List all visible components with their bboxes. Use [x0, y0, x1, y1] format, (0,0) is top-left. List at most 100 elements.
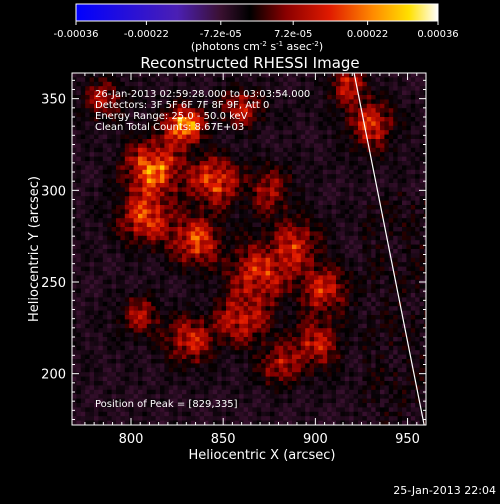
heatmap-pixel — [310, 315, 315, 320]
heatmap-pixel — [257, 253, 262, 258]
heatmap-pixel — [406, 161, 411, 166]
heatmap-pixel — [151, 170, 156, 175]
heatmap-pixel — [90, 236, 95, 241]
heatmap-pixel — [90, 289, 95, 294]
heatmap-pixel — [230, 284, 235, 289]
heatmap-pixel — [354, 333, 359, 338]
heatmap-pixel — [164, 187, 169, 192]
heatmap-pixel — [248, 306, 253, 311]
heatmap-pixel — [129, 218, 134, 223]
heatmap-pixel — [266, 205, 271, 210]
heatmap-pixel — [239, 143, 244, 148]
heatmap-pixel — [380, 192, 385, 197]
heatmap-pixel — [411, 275, 416, 280]
heatmap-pixel — [182, 165, 187, 170]
heatmap-pixel — [274, 258, 279, 263]
heatmap-pixel — [318, 289, 323, 294]
heatmap-pixel — [204, 333, 209, 338]
heatmap-pixel — [257, 179, 262, 184]
heatmap-pixel — [138, 249, 143, 254]
heatmap-pixel — [208, 227, 213, 232]
heatmap-pixel — [266, 297, 271, 302]
heatmap-pixel — [178, 333, 183, 338]
heatmap-pixel — [182, 249, 187, 254]
heatmap-pixel — [164, 245, 169, 250]
heatmap-pixel — [169, 152, 174, 157]
heatmap-pixel — [292, 77, 297, 82]
heatmap-pixel — [301, 253, 306, 258]
heatmap-pixel — [85, 214, 90, 219]
heatmap-pixel — [195, 297, 200, 302]
heatmap-pixel — [283, 240, 288, 245]
heatmap-pixel — [261, 275, 266, 280]
heatmap-pixel — [323, 284, 328, 289]
heatmap-pixel — [288, 104, 293, 109]
heatmap-pixel — [200, 319, 205, 324]
heatmap-pixel — [222, 77, 227, 82]
heatmap-pixel — [103, 161, 108, 166]
heatmap-pixel — [257, 249, 262, 254]
heatmap-pixel — [226, 201, 231, 206]
heatmap-pixel — [164, 205, 169, 210]
heatmap-pixel — [332, 249, 337, 254]
heatmap-pixel — [389, 271, 394, 276]
heatmap-pixel — [411, 104, 416, 109]
heatmap-pixel — [327, 170, 332, 175]
heatmap-pixel — [191, 174, 196, 179]
heatmap-pixel — [129, 267, 134, 272]
heatmap-pixel — [142, 148, 147, 153]
heatmap-pixel — [208, 209, 213, 214]
heatmap-pixel — [239, 297, 244, 302]
heatmap-pixel — [138, 253, 143, 258]
heatmap-pixel — [393, 262, 398, 267]
heatmap-pixel — [160, 218, 165, 223]
heatmap-pixel — [279, 245, 284, 250]
heatmap-pixel — [384, 337, 389, 342]
heatmap-pixel — [340, 130, 345, 135]
heatmap-pixel — [230, 324, 235, 329]
heatmap-pixel — [389, 130, 394, 135]
heatmap-pixel — [226, 205, 231, 210]
heatmap-pixel — [270, 157, 275, 162]
heatmap-pixel — [380, 267, 385, 272]
heatmap-pixel — [208, 187, 213, 192]
heatmap-pixel — [103, 249, 108, 254]
heatmap-pixel — [186, 148, 191, 153]
heatmap-pixel — [200, 135, 205, 140]
heatmap-pixel — [283, 306, 288, 311]
heatmap-pixel — [156, 187, 161, 192]
heatmap-pixel — [270, 104, 275, 109]
heatmap-pixel — [318, 328, 323, 333]
heatmap-pixel — [270, 187, 275, 192]
heatmap-pixel — [301, 135, 306, 140]
heatmap-pixel — [244, 319, 249, 324]
heatmap-pixel — [76, 218, 81, 223]
heatmap-pixel — [279, 231, 284, 236]
heatmap-pixel — [296, 157, 301, 162]
heatmap-pixel — [186, 284, 191, 289]
heatmap-pixel — [367, 183, 372, 188]
heatmap-pixel — [296, 214, 301, 219]
heatmap-pixel — [116, 205, 121, 210]
heatmap-pixel — [336, 82, 341, 87]
heatmap-pixel — [178, 253, 183, 258]
heatmap-pixel — [120, 319, 125, 324]
heatmap-pixel — [191, 319, 196, 324]
heatmap-pixel — [371, 289, 376, 294]
heatmap-pixel — [415, 284, 420, 289]
heatmap-pixel — [305, 152, 310, 157]
heatmap-pixel — [151, 284, 156, 289]
heatmap-pixel — [274, 143, 279, 148]
heatmap-pixel — [406, 297, 411, 302]
heatmap-pixel — [340, 126, 345, 131]
heatmap-pixel — [420, 183, 425, 188]
heatmap-pixel — [415, 245, 420, 250]
heatmap-pixel — [134, 148, 139, 153]
heatmap-pixel — [200, 183, 205, 188]
heatmap-pixel — [252, 218, 257, 223]
heatmap-pixel — [195, 196, 200, 201]
heatmap-pixel — [112, 174, 117, 179]
heatmap-pixel — [235, 262, 240, 267]
heatmap-pixel — [156, 231, 161, 236]
heatmap-pixel — [266, 130, 271, 135]
